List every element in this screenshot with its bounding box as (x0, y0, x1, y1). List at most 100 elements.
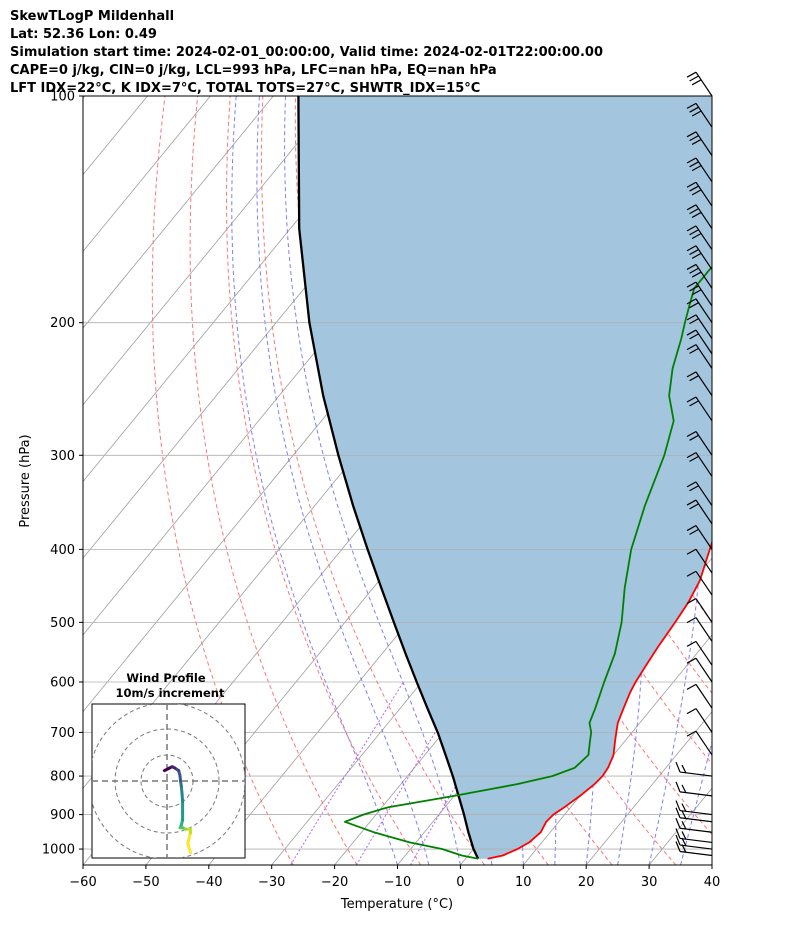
y-tick-label: 500 (50, 616, 75, 631)
dry-adiabat-line (260, 96, 485, 865)
wind-barb (686, 263, 713, 289)
wind-barb (675, 800, 713, 816)
hodograph-title: Wind Profile (126, 671, 206, 685)
wind-barb (675, 828, 713, 844)
hodograph-segment (186, 841, 192, 854)
wind-barb (675, 841, 713, 857)
cape-shading (298, 96, 712, 859)
mixing-ratio-line (290, 681, 404, 865)
wind-barb (686, 181, 713, 207)
wind-barb (686, 71, 713, 97)
hodograph-segment (162, 766, 172, 773)
wind-barb (686, 640, 713, 666)
wind-barb (686, 102, 713, 128)
wind-barb (686, 131, 713, 156)
wind-barb (686, 499, 713, 525)
x-tick-label: 0 (456, 875, 464, 890)
parcel-profile-line (297, 96, 480, 860)
wind-barb (686, 314, 713, 339)
isotherm-line (83, 96, 85, 99)
hodograph-subtitle: 10m/s increment (116, 686, 225, 700)
wind-barb (686, 548, 713, 574)
y-tick-label: 400 (50, 543, 75, 558)
moist-adiabat-line (711, 863, 712, 865)
wind-barb (686, 708, 713, 733)
wind-barb (675, 818, 713, 833)
y-tick-label: 900 (50, 808, 75, 823)
x-tick-label: −10 (384, 875, 411, 890)
y-tick-label: 800 (50, 770, 75, 785)
wind-barb (675, 834, 713, 850)
parcel-area (298, 96, 712, 859)
dry-adiabat-line (752, 96, 794, 865)
dry-adiabat-line (784, 96, 794, 865)
x-tick-label: −50 (132, 875, 159, 890)
cape-label: CAPE=0 j/kg, CIN=0 j/kg, LCL=993 hPa, LF… (10, 63, 497, 78)
wind-barb (686, 344, 713, 369)
index-label: LFT IDX=22°C, K IDX=7°C, TOTAL TOTS=27°C… (10, 81, 481, 96)
isotherm-line (522, 634, 712, 865)
temperature-line (487, 539, 712, 860)
wind-barb (686, 396, 713, 422)
x-tick-label: 10 (515, 875, 532, 890)
x-tick-label: 20 (578, 875, 595, 890)
isotherm-line (83, 96, 274, 329)
wind-barb (686, 525, 713, 550)
dry-adiabat-line (719, 96, 794, 865)
x-tick-label: −30 (258, 875, 285, 890)
wind-barb (686, 157, 713, 183)
isotherm-line (585, 710, 712, 865)
y-axis: 100 200 300 400 500 600 700 800 900 1000 (42, 90, 83, 858)
isotherm-line (775, 96, 794, 865)
y-tick-label: 300 (50, 449, 75, 464)
wind-barb (686, 281, 713, 307)
wind-barb (686, 570, 713, 596)
wind-barb (675, 807, 713, 823)
wind-barb (686, 481, 713, 507)
y-tick-label: 200 (50, 316, 75, 331)
wind-barb (675, 761, 713, 777)
wind-barb (686, 298, 713, 324)
wind-barb (686, 430, 713, 456)
chart-title: SkewTLogP Mildenhall (10, 9, 175, 24)
x-axis: −60 −50 −40 −30 −20 −10 0 10 20 30 40 (69, 865, 720, 890)
time-label: Simulation start time: 2024-02-01_00:00:… (10, 45, 603, 60)
wind-barb (675, 781, 713, 797)
wind-barbs (675, 71, 713, 857)
isotherm-line (83, 96, 400, 483)
wind-barb (686, 371, 713, 397)
x-tick-label: 40 (704, 875, 721, 890)
y-tick-label: 1000 (42, 843, 75, 858)
x-tick-label: −20 (321, 875, 348, 890)
y-tick-label: 100 (50, 90, 75, 105)
moist-adiabat-line (256, 96, 430, 865)
x-tick-label: 30 (641, 875, 658, 890)
isotherm-line (83, 96, 337, 406)
wind-barb (686, 225, 713, 251)
moist-adiabat-line (231, 96, 398, 865)
x-tick-label: −40 (195, 875, 222, 890)
dewpoint-line (344, 266, 712, 860)
wind-barb (686, 204, 713, 229)
y-tick-label: 700 (50, 726, 75, 741)
wind-barb (686, 657, 713, 683)
y-tick-label: 600 (50, 675, 75, 690)
dry-adiabat-line (151, 96, 294, 865)
wind-barb (686, 617, 713, 642)
x-tick-label: −60 (69, 875, 96, 890)
wind-barb (686, 452, 713, 477)
wind-barb (686, 598, 713, 623)
x-axis-label: Temperature (°C) (340, 897, 453, 912)
chart-header: SkewTLogP Mildenhall Lat: 52.36 Lon: 0.4… (10, 8, 603, 98)
y-axis-label: Pressure (hPa) (18, 434, 33, 527)
profiles (297, 96, 712, 860)
wind-barb (686, 683, 713, 709)
wind-barb (686, 329, 713, 355)
dry-adiabat-line (189, 96, 358, 865)
wind-barb (686, 730, 713, 756)
hodograph-segment (186, 831, 192, 845)
isotherm-line (711, 864, 712, 865)
wind-barb (686, 245, 713, 270)
wind-profile-inset: Wind Profile 10m/s increment (91, 671, 246, 859)
